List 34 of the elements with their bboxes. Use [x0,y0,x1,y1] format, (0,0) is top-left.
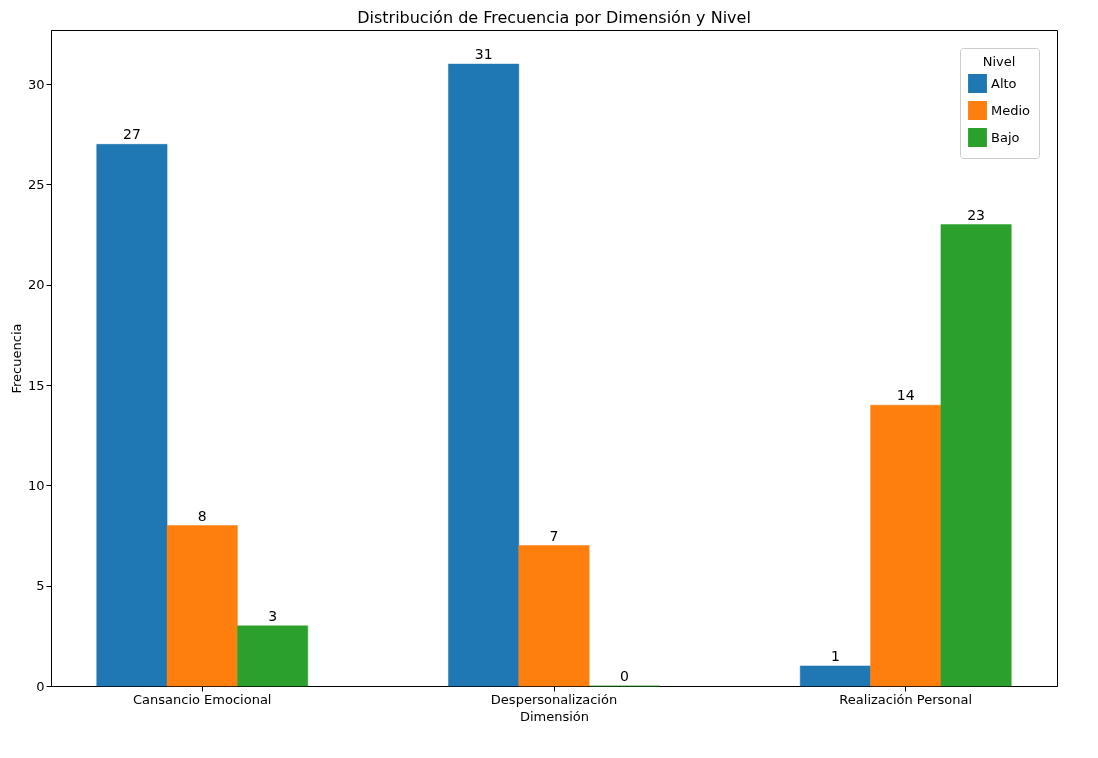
x-tick-label: Cansancio Emocional [133,691,272,707]
bar [448,63,520,687]
data-label: 14 [896,387,915,404]
legend-label: Alto [991,75,1017,91]
chart-title: Distribución de Frecuencia por Dimensión y Nivel [357,8,751,27]
legend-label: Medio [991,102,1031,118]
y-tick-label: 20 [27,277,45,293]
y-tick-label: 25 [27,176,45,192]
y-tick-label: 5 [36,578,45,594]
legend-title: Nivel [982,54,1016,69]
data-label: 3 [268,607,278,624]
bar [237,625,309,687]
x-tick-label: Realización Personal [839,691,973,707]
bar [166,525,238,687]
bar [96,144,168,687]
bar [799,665,871,687]
y-axis-title: Frecuencia [8,323,24,394]
data-label: 0 [619,668,629,684]
legend-label: Bajo [991,129,1020,145]
bar [518,545,590,687]
bar [870,404,942,687]
y-tick-label: 10 [27,477,45,493]
data-label: 8 [197,507,207,524]
data-label: 31 [474,46,493,63]
x-axis-title: Dimensión [519,708,590,724]
data-label: 23 [967,206,986,223]
x-tick-label: Despersonalización [490,691,618,707]
y-tick-label: 0 [36,678,45,694]
data-label: 27 [122,126,141,143]
bar [940,224,1012,687]
y-tick-label: 30 [27,76,45,92]
y-tick-label: 15 [27,377,45,393]
data-label: 1 [830,647,840,664]
data-label: 7 [549,527,559,544]
